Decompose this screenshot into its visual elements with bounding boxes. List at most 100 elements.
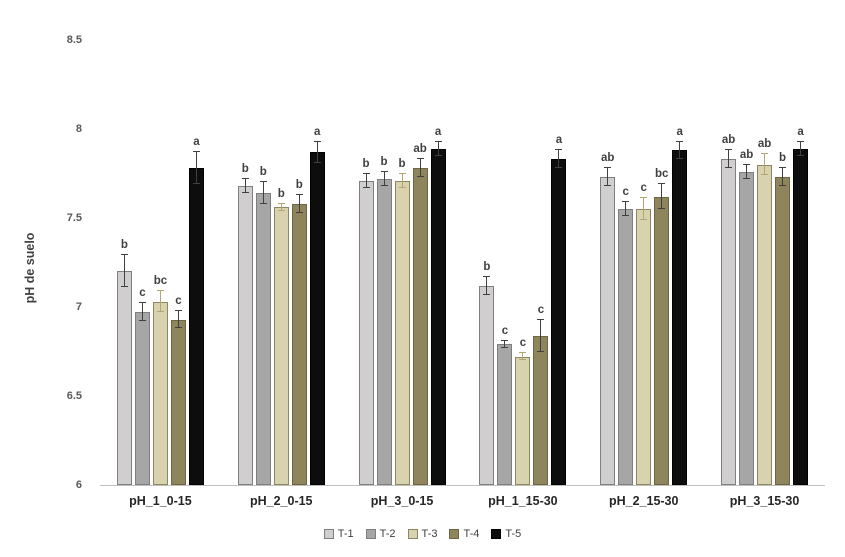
error-bar-cap: [192, 151, 200, 153]
significance-letter: b: [779, 152, 787, 165]
error-bar-cap: [483, 293, 491, 295]
significance-letter: a: [314, 125, 321, 138]
significance-letter: c: [519, 337, 527, 350]
error-bar-cap: [725, 149, 733, 151]
error-bar-cap: [555, 149, 563, 151]
error-bar-cap: [676, 140, 684, 142]
error-bar-cap: [501, 346, 509, 348]
error-bar-cap: [120, 254, 128, 256]
significance-letter: ab: [739, 148, 754, 161]
x-axis-label: pH_2_15-30: [608, 494, 679, 508]
bar-slot: a: [551, 40, 567, 485]
error-bar-cap: [241, 177, 249, 179]
legend-swatch: [449, 529, 460, 539]
bar-slot: c: [533, 40, 549, 485]
bar-slot: b: [291, 40, 307, 485]
error-bar: [195, 152, 197, 185]
bar-slot: ab: [412, 40, 428, 485]
x-axis-label: pH_1_15-30: [488, 494, 558, 508]
bar-t-1: [358, 180, 374, 485]
error-bar-cap: [416, 176, 424, 178]
bar-slot: c: [497, 40, 513, 485]
bar-group: ab ab ab b a: [704, 40, 825, 485]
bar-slot: bc: [152, 40, 168, 485]
bar-group: b c bc c a: [100, 40, 221, 485]
error-bar-cap: [313, 161, 321, 163]
bar-slot: a: [188, 40, 204, 485]
error-bar-cap: [156, 311, 164, 313]
error-bar: [625, 202, 627, 217]
error-bar: [365, 173, 367, 188]
error-bar: [383, 171, 385, 186]
error-bar-cap: [779, 167, 787, 169]
bar-group: b b b ab a: [342, 40, 463, 485]
significance-letter: ab: [757, 137, 772, 150]
bar-slot: bc: [654, 40, 670, 485]
bar-t-1: [116, 271, 132, 485]
legend-item: T-1: [323, 528, 354, 540]
significance-letter: b: [277, 187, 285, 200]
error-bar-cap: [156, 290, 164, 291]
significance-letter: c: [175, 294, 182, 307]
bar-t-1: [479, 285, 495, 485]
significance-letter: c: [139, 287, 146, 300]
error-bar-cap: [797, 154, 805, 156]
error-bar-cap: [640, 197, 648, 199]
error-bar-cap: [362, 186, 370, 188]
bar-t-4: [170, 319, 186, 485]
legend-item: T-5: [491, 528, 521, 540]
significance-letter: bc: [153, 275, 168, 287]
error-bar-cap: [622, 201, 630, 202]
y-tick-label: 6: [75, 479, 82, 491]
error-bar-cap: [622, 215, 630, 217]
bar-t-4: [291, 203, 307, 485]
bar-slot: c: [618, 40, 634, 485]
legend-swatch: [407, 529, 418, 539]
error-bar: [746, 164, 748, 179]
error-bar-cap: [483, 275, 491, 277]
bar-slot: c: [636, 40, 652, 485]
significance-letter: b: [259, 166, 267, 179]
error-bar-cap: [725, 167, 733, 169]
error-bar-cap: [501, 339, 509, 341]
error-bar-cap: [295, 193, 303, 195]
significance-letter: ab: [601, 152, 615, 165]
bar-slot: a: [430, 40, 446, 485]
bar-slot: c: [170, 40, 186, 485]
error-bar-cap: [138, 320, 146, 322]
bar-t-2: [497, 344, 513, 485]
legend-label: T-1: [337, 528, 354, 540]
bar-slot: ab: [739, 40, 755, 485]
y-axis-ticks: 6 6.5 7 7.5 8 8.5: [48, 34, 82, 491]
error-bar-cap: [743, 163, 751, 165]
error-bar: [280, 203, 282, 211]
significance-letter: a: [676, 125, 683, 138]
error-bar-cap: [640, 218, 648, 220]
significance-letter: a: [193, 136, 200, 149]
significance-letter: c: [537, 303, 545, 316]
error-bar-cap: [761, 152, 769, 154]
error-bar-cap: [380, 170, 388, 172]
bar-t-1: [721, 159, 737, 485]
legend-label: T-4: [463, 528, 480, 540]
bar-t-4: [533, 335, 549, 485]
x-axis-label: pH_3_15-30: [729, 494, 800, 508]
bar-t-5: [672, 150, 688, 485]
bar-slot: ab: [721, 40, 737, 485]
error-bar-cap: [174, 327, 182, 329]
error-bar-cap: [434, 140, 442, 142]
legend-label: T-5: [505, 528, 522, 540]
bar-t-5: [309, 152, 325, 485]
bar-t-3: [152, 301, 168, 485]
error-bar: [728, 150, 730, 169]
legend-item: T-3: [407, 528, 437, 540]
error-bar-cap: [743, 177, 751, 179]
error-bar-cap: [519, 359, 527, 361]
error-bar: [486, 276, 488, 295]
chart-legend: T-1 T-2 T-3 T-4 T-5: [0, 528, 845, 540]
error-bar-cap: [761, 174, 769, 176]
error-bar: [123, 255, 125, 288]
significance-letter: b: [362, 157, 370, 170]
